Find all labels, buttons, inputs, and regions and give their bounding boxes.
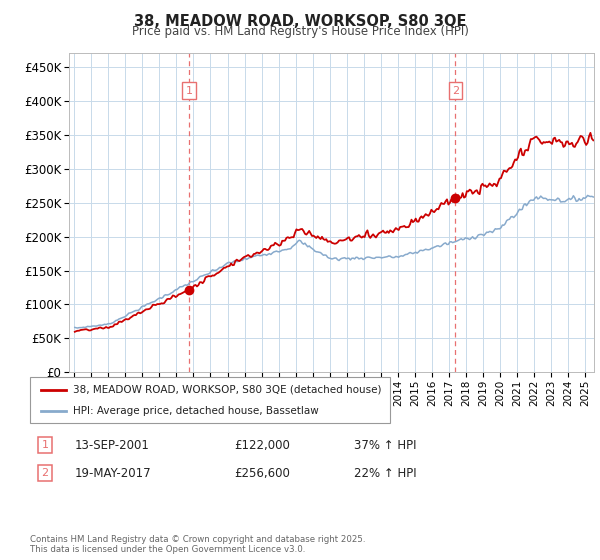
Text: Price paid vs. HM Land Registry's House Price Index (HPI): Price paid vs. HM Land Registry's House …: [131, 25, 469, 38]
Text: £122,000: £122,000: [234, 438, 290, 452]
Text: 38, MEADOW ROAD, WORKSOP, S80 3QE: 38, MEADOW ROAD, WORKSOP, S80 3QE: [134, 14, 466, 29]
Text: 2: 2: [41, 468, 49, 478]
Text: 13-SEP-2001: 13-SEP-2001: [75, 438, 150, 452]
Text: HPI: Average price, detached house, Bassetlaw: HPI: Average price, detached house, Bass…: [73, 407, 319, 416]
Text: 22% ↑ HPI: 22% ↑ HPI: [354, 466, 416, 480]
Text: 2: 2: [452, 86, 459, 96]
Text: 38, MEADOW ROAD, WORKSOP, S80 3QE (detached house): 38, MEADOW ROAD, WORKSOP, S80 3QE (detac…: [73, 385, 382, 395]
Text: 19-MAY-2017: 19-MAY-2017: [75, 466, 152, 480]
Text: Contains HM Land Registry data © Crown copyright and database right 2025.
This d: Contains HM Land Registry data © Crown c…: [30, 535, 365, 554]
Text: £256,600: £256,600: [234, 466, 290, 480]
FancyBboxPatch shape: [30, 377, 390, 423]
Text: 1: 1: [185, 86, 193, 96]
Text: 1: 1: [41, 440, 49, 450]
Text: 37% ↑ HPI: 37% ↑ HPI: [354, 438, 416, 452]
